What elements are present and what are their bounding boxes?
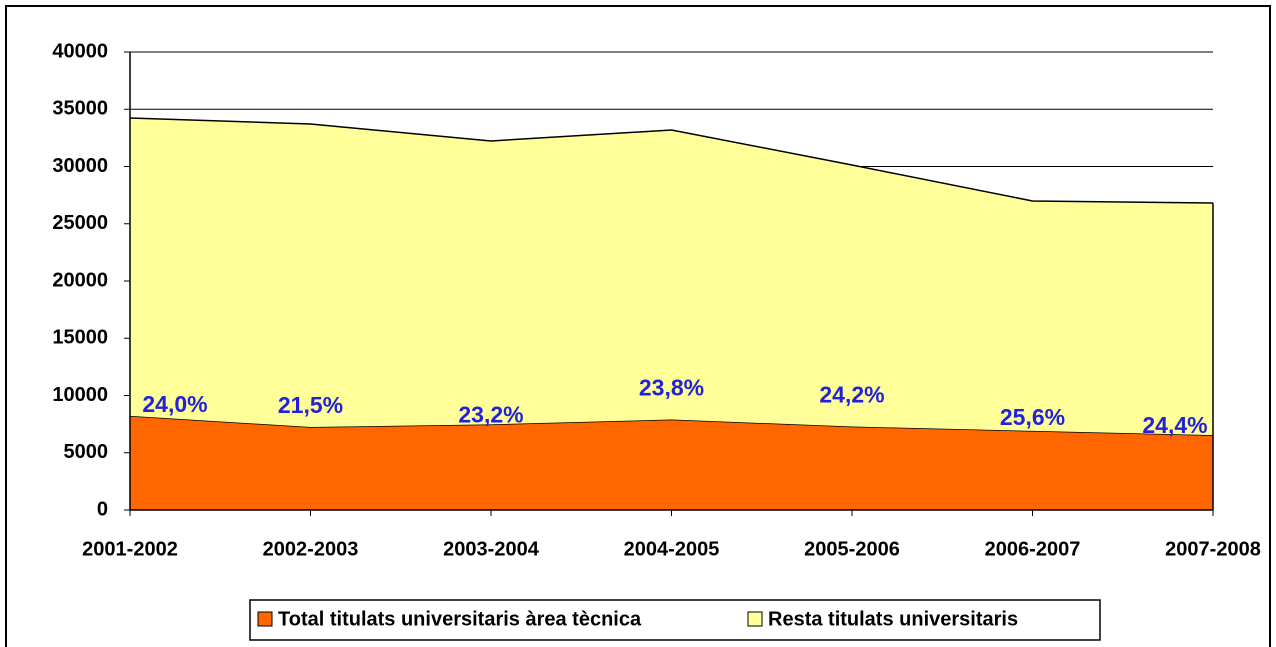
x-tick-label: 2004-2005 <box>624 538 720 560</box>
y-tick-label: 15000 <box>52 327 108 349</box>
legend-label: Resta titulats universitaris <box>768 608 1018 630</box>
x-tick-label: 2003-2004 <box>443 538 540 560</box>
annotation: 21,5% <box>278 392 343 418</box>
annotation: 24,4% <box>1142 412 1207 438</box>
x-tick-label: 2001-2002 <box>82 538 178 560</box>
x-tick-label: 2006-2007 <box>985 538 1081 560</box>
area-edge <box>129 117 1214 204</box>
y-tick-label: 0 <box>97 498 108 520</box>
x-tick-label: 2005-2006 <box>804 538 900 560</box>
annotation: 24,2% <box>819 382 884 408</box>
legend-box <box>249 599 1101 641</box>
annotation: 23,2% <box>458 401 523 427</box>
legend-swatch <box>257 611 273 627</box>
x-tick-label: 2002-2003 <box>263 538 359 560</box>
y-tick-label: 25000 <box>52 212 108 234</box>
y-tick-label: 10000 <box>52 384 108 406</box>
chart-frame <box>5 5 1271 647</box>
y-tick-label: 20000 <box>52 269 108 291</box>
annotation: 24,0% <box>142 391 207 417</box>
annotation: 23,8% <box>639 375 704 401</box>
y-tick-label: 40000 <box>52 40 108 62</box>
y-tick-label: 5000 <box>64 441 109 463</box>
y-tick-label: 35000 <box>52 98 108 120</box>
legend-label: Total titulats universitaris àrea tècnic… <box>278 608 642 630</box>
area <box>130 117 1213 436</box>
annotation: 25,6% <box>1000 404 1065 430</box>
legend-swatch <box>747 611 763 627</box>
area <box>130 415 1213 510</box>
x-tick-label: 2007-2008 <box>1165 538 1261 560</box>
y-tick-label: 30000 <box>52 155 108 177</box>
